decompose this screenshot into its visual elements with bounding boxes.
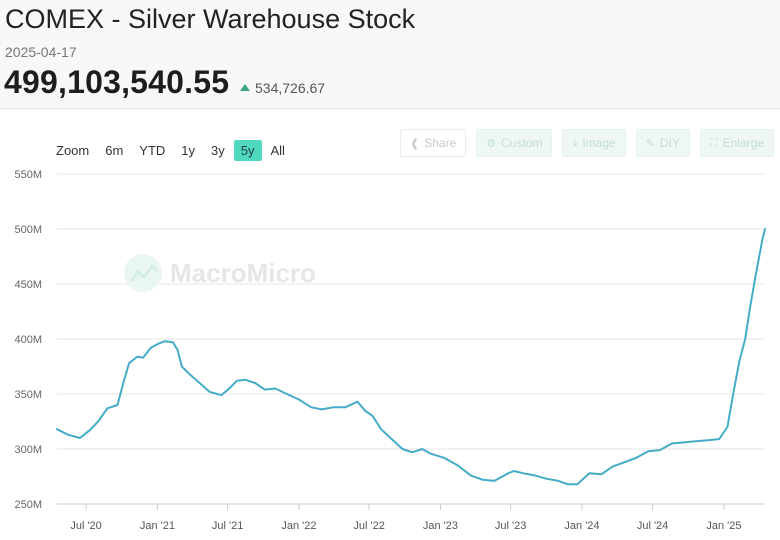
diy-label: DIY: [659, 136, 680, 150]
zoom-1y-button[interactable]: 1y: [181, 142, 196, 158]
share-button[interactable]: ❰ Share: [399, 129, 467, 157]
zoom-ytd-button[interactable]: YTD: [139, 142, 166, 158]
x-tick-label: Jan '23: [423, 520, 458, 532]
y-tick-label: 300M: [14, 444, 42, 456]
watermark-logo-icon: [124, 254, 162, 292]
image-button[interactable]: ⤓ Image: [562, 129, 626, 157]
x-axis: Jul '20 Jan '21 Jul '21 Jan '22 Jul '22 Jan '…: [70, 504, 741, 532]
watermark: MacroMicro: [124, 254, 316, 292]
enlarge-button[interactable]: ⛶ Enlarge: [699, 129, 774, 157]
x-tick-label: Jan '25: [706, 520, 741, 532]
x-tick-label: Jul '20: [70, 520, 101, 532]
zoom-bar: Zoom 6m YTD 1y 3y 5y All: [56, 138, 294, 162]
diy-button[interactable]: ✎ DIY: [635, 129, 690, 157]
zoom-6m-button[interactable]: 6m: [105, 142, 124, 158]
x-tick-label: Jan '24: [564, 520, 599, 532]
custom-label: Custom: [501, 136, 543, 150]
up-arrow-icon: [240, 84, 250, 91]
download-icon: ⤓: [572, 136, 578, 149]
latest-value: 499,103,540.55: [4, 64, 230, 100]
custom-button[interactable]: ⚙ Custom: [476, 129, 553, 157]
series-line: [56, 228, 766, 486]
y-tick-label: 250M: [14, 499, 42, 511]
image-label: Image: [582, 136, 616, 150]
watermark-logo-mark: [129, 263, 159, 282]
chart-title: COMEX - Silver Warehouse Stock: [5, 4, 416, 34]
grid-lines: [57, 173, 765, 505]
watermark-text: MacroMicro: [170, 258, 316, 288]
x-tick-label: Jul '21: [212, 520, 243, 532]
x-tick-label: Jul '24: [637, 520, 668, 532]
x-tick-label: Jul '22: [353, 520, 384, 532]
x-tick-label: Jan '21: [140, 520, 175, 532]
y-tick-label: 450M: [14, 279, 42, 291]
zoom-3y-button[interactable]: 3y: [211, 142, 225, 158]
chart-toolbar: ❰ Share ⚙ Custom ⤓ Image ✎ DIY ⛶ Enlarge: [390, 129, 774, 157]
change-value: 534,726.67: [255, 80, 326, 96]
y-axis: 250M 300M 350M 400M 450M 500M 550M: [14, 169, 42, 511]
pencil-icon: ✎: [645, 137, 655, 150]
enlarge-icon: ⛶: [709, 136, 718, 149]
zoom-label: Zoom: [56, 142, 90, 158]
y-tick-label: 550M: [14, 169, 42, 181]
series-layer: [56, 228, 766, 486]
zoom-5y-button[interactable]: 5y: [233, 139, 262, 161]
y-tick-label: 500M: [14, 224, 42, 236]
latest-date: 2025-04-17: [5, 44, 77, 60]
enlarge-label: Enlarge: [722, 136, 764, 150]
y-tick-label: 400M: [14, 334, 42, 346]
share-icon: ❰: [409, 137, 420, 150]
y-tick-label: 350M: [14, 389, 42, 401]
zoom-all-button[interactable]: All: [270, 142, 285, 158]
chart-header: COMEX - Silver Warehouse Stock 2025-04-1…: [0, 0, 780, 109]
x-tick-label: Jul '23: [495, 520, 526, 532]
share-label: Share: [424, 136, 457, 150]
x-tick-label: Jan '22: [281, 520, 316, 532]
value-change: 534,726.67: [240, 80, 325, 96]
gear-icon: ⚙: [486, 137, 497, 150]
